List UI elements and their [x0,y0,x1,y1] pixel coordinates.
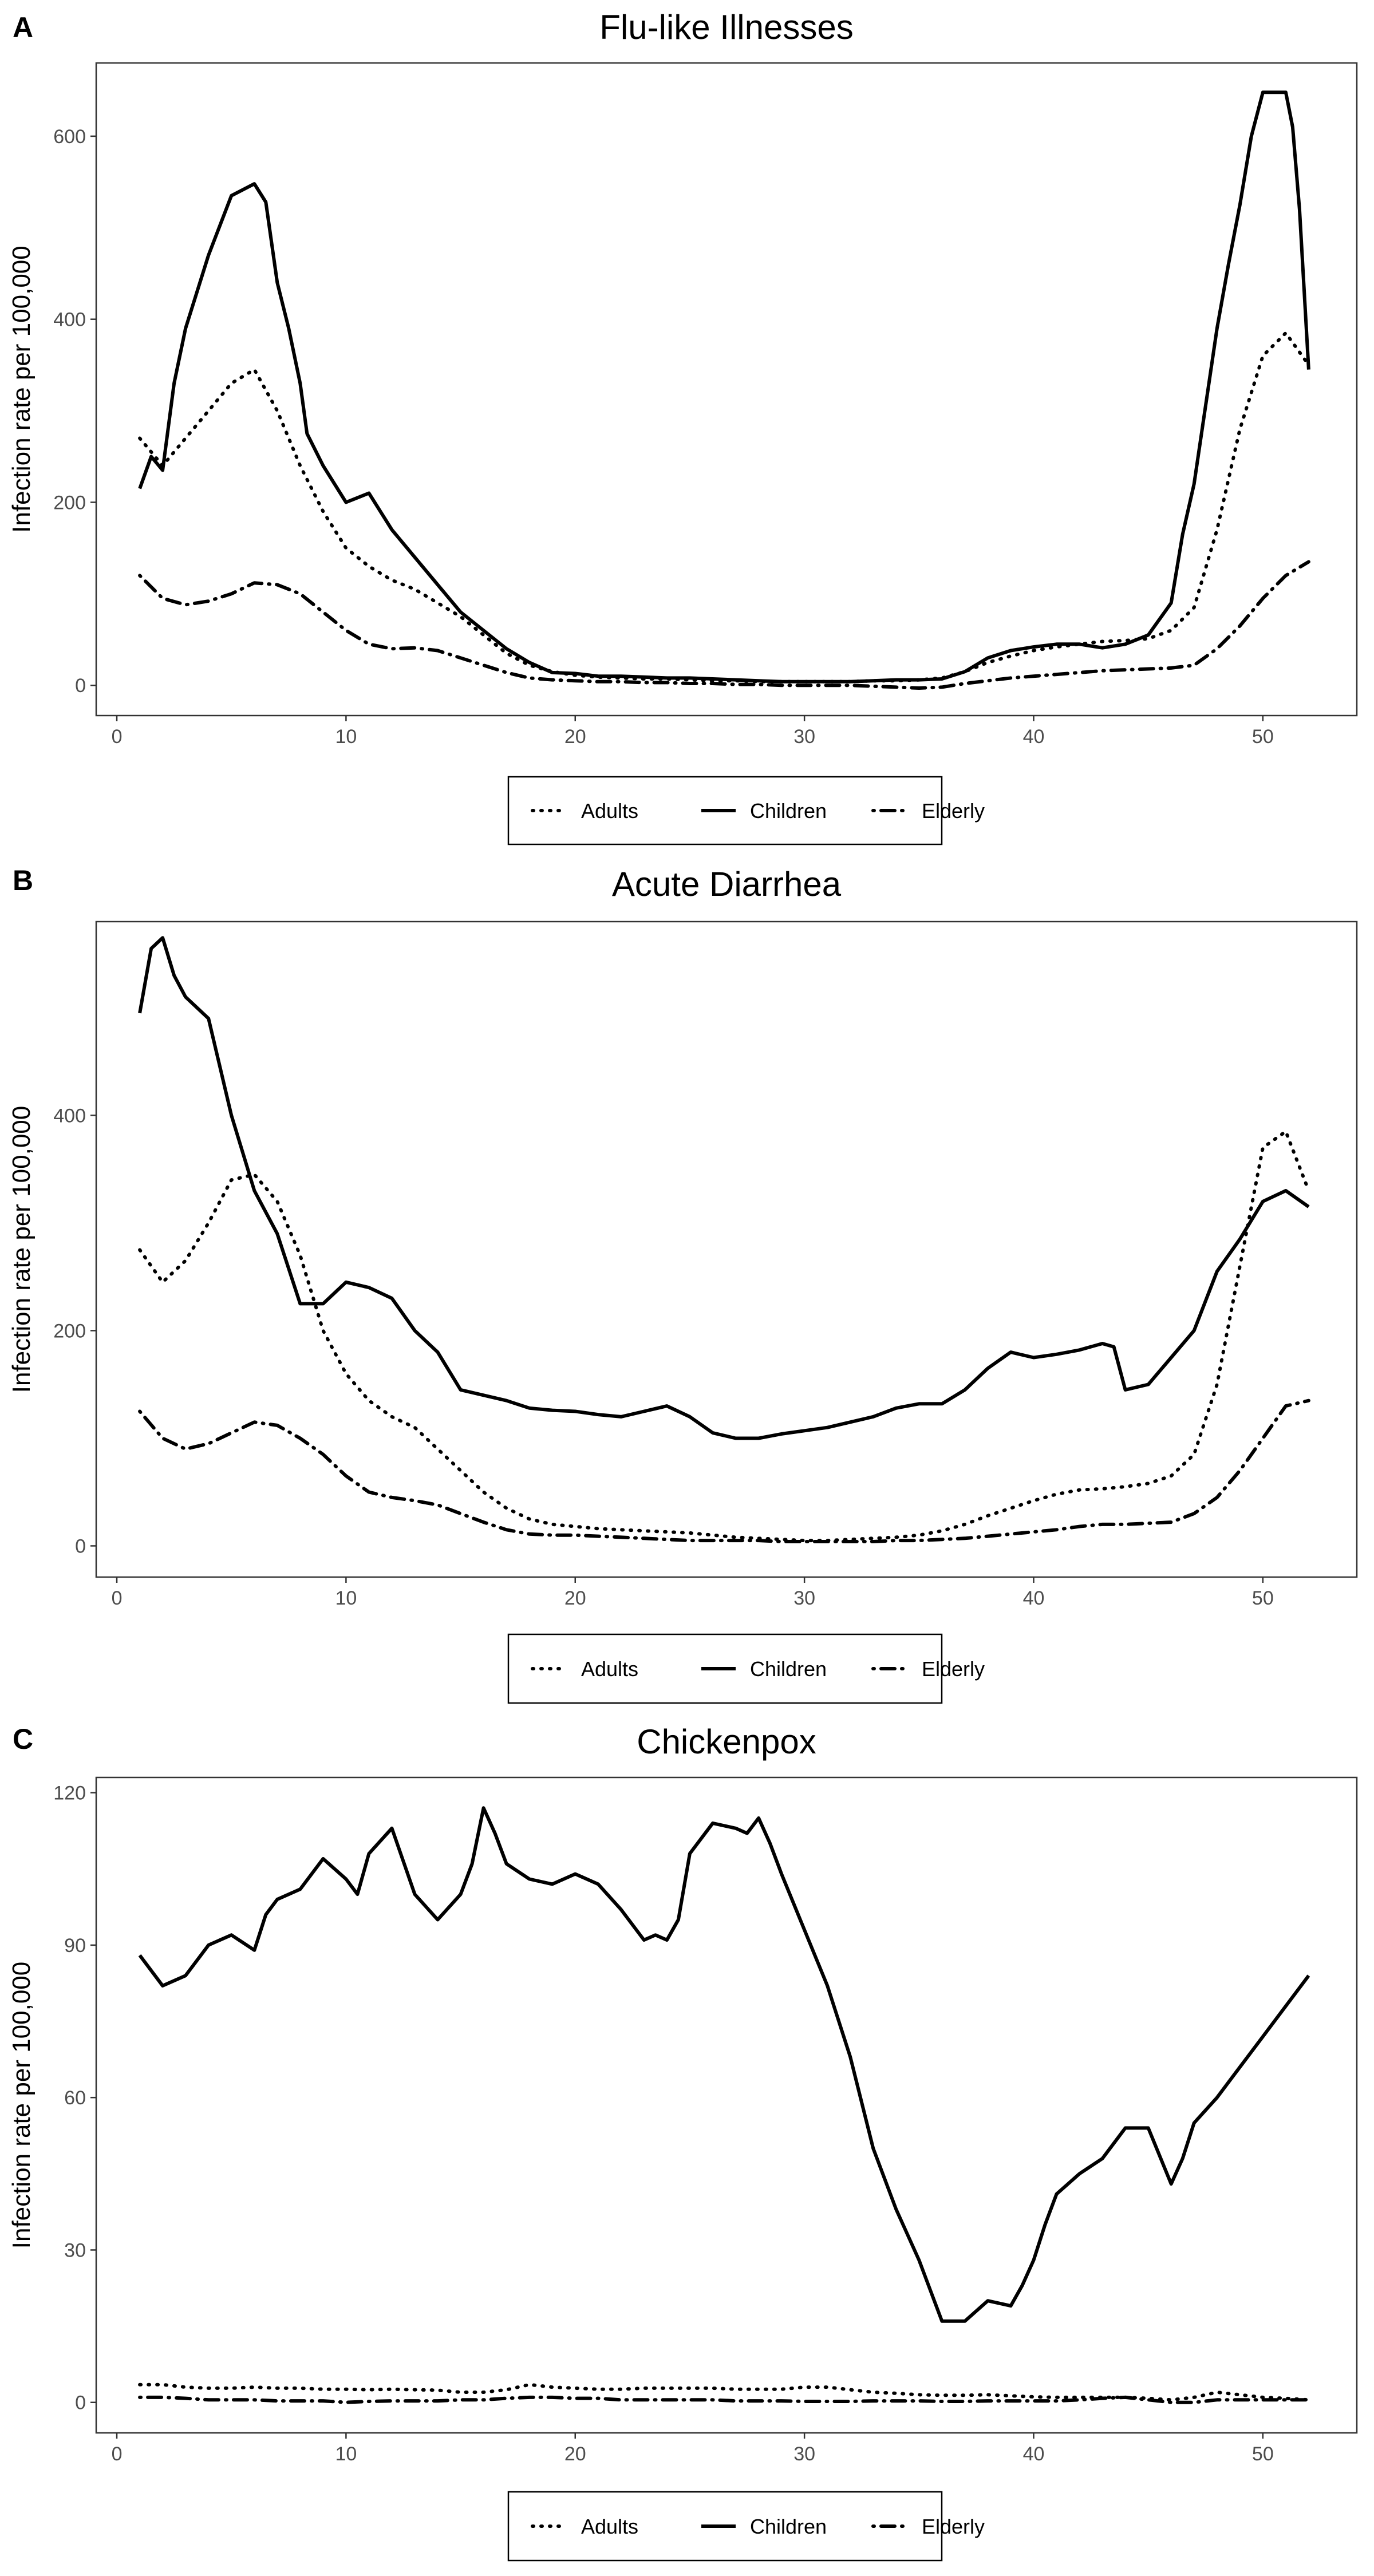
legend: Adults Children Elderly [507,2491,985,2562]
legend-label: Children [750,799,827,823]
y-tick-label: 200 [53,1320,86,1342]
legend-label: Elderly [922,2515,985,2538]
series-line-elderly [138,1398,1310,1543]
panel-title: Flu-like Illnesses [599,8,853,46]
series-line-elderly [138,560,1310,690]
y-axis-label: Infection rate per 100,000 [7,1106,35,1393]
x-tick-label: 50 [1252,726,1274,748]
y-tick-label: 30 [64,2239,86,2261]
y-tick-label: 90 [64,1935,86,1957]
legend-label: Children [750,2515,827,2538]
panel-letter: A [13,11,33,44]
x-tick-label: 10 [335,2443,357,2465]
legend: Adults Children Elderly [507,776,985,846]
y-tick-label: 600 [53,126,86,148]
x-tick-label: 50 [1252,2443,1274,2465]
panel-border [95,1776,1358,2434]
x-tick-label: 30 [793,2443,815,2465]
legend-label: Adults [581,799,638,823]
y-tick-label: 400 [53,1105,86,1127]
y-tick-label: 120 [53,1783,86,1804]
series-line-children [138,90,1310,683]
x-tick-label: 40 [1023,726,1045,748]
series-line-adults [138,2383,1310,2402]
panel-border [95,920,1358,1578]
y-tick-label: 60 [64,2087,86,2109]
series-line-children [138,1806,1310,2323]
panel-B: B Acute Diarrhea Infection rate per 100,00… [7,864,1358,1704]
legend: Adults Children Elderly [507,1633,985,1704]
panel-letter: B [13,864,33,896]
panel-letter: C [13,1723,33,1755]
panel-A: A Flu-like Illnesses Infection rate per 10… [7,8,1358,846]
panel-border [95,62,1358,717]
x-tick-label: 20 [564,2443,586,2465]
x-tick-label: 30 [793,1587,815,1609]
x-tick-label: 0 [112,2443,123,2465]
x-tick-label: 40 [1023,2443,1045,2465]
panel-title: Chickenpox [637,1722,816,1761]
panel-title: Acute Diarrhea [612,865,842,903]
x-tick-label: 10 [335,726,357,748]
legend-label: Elderly [922,799,985,823]
y-tick-label: 0 [75,675,86,697]
x-tick-label: 10 [335,1587,357,1609]
series-line-adults [138,1129,1310,1543]
x-tick-label: 20 [564,1587,586,1609]
series-line-adults [138,331,1310,683]
x-tick-label: 30 [793,726,815,748]
x-tick-label: 20 [564,726,586,748]
x-tick-label: 50 [1252,1587,1274,1609]
legend-label: Children [750,1657,827,1681]
x-tick-label: 0 [112,726,123,748]
legend-label: Elderly [922,1657,985,1681]
legend-label: Adults [581,2515,638,2538]
y-tick-label: 200 [53,492,86,513]
y-axis-label: Infection rate per 100,000 [7,1962,35,2249]
series-line-children [138,936,1310,1440]
y-axis-label: Infection rate per 100,000 [7,246,35,532]
y-tick-label: 400 [53,309,86,331]
x-tick-label: 0 [112,1587,123,1609]
y-tick-label: 0 [75,1535,86,1557]
y-tick-label: 0 [75,2392,86,2414]
series-line-elderly [138,2395,1310,2404]
x-tick-label: 40 [1023,1587,1045,1609]
panel-C: C Chickenpox Infection rate per 100,000 0 10… [7,1722,1358,2562]
legend-label: Adults [581,1657,638,1681]
